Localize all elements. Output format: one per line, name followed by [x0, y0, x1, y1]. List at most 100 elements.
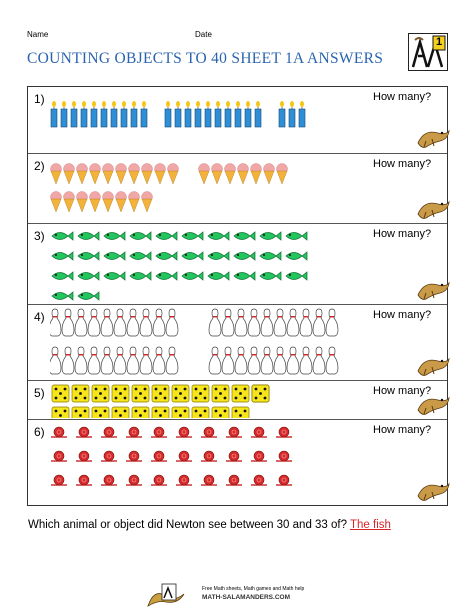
ice-cream-cone-item: [276, 163, 288, 185]
die-item: [231, 384, 250, 403]
how-many-label: How many?: [373, 309, 432, 321]
snail-item: [201, 474, 217, 486]
fish-item: [207, 251, 230, 261]
fish-item: [155, 231, 178, 241]
bowling-pin-item: [87, 308, 101, 337]
question-number: 3): [34, 229, 45, 243]
bowling-pin-item: [234, 346, 248, 375]
die-item: [91, 384, 110, 403]
bowling-pin-item: [165, 346, 179, 375]
snail-item: [126, 426, 142, 438]
candle-item: [50, 101, 58, 128]
bowling-pin-item: [273, 308, 287, 337]
fish-item: [285, 271, 308, 281]
fish-item: [259, 231, 282, 241]
ice-cream-cone-item: [128, 163, 140, 185]
snail-item: [51, 474, 67, 486]
snail-item: [226, 474, 242, 486]
bowling-pin-item: [208, 346, 222, 375]
footer-site: MATH-SALAMANDERS.COM: [202, 594, 290, 601]
question-row: 2) How many?: [28, 153, 450, 223]
ice-cream-cone-item: [76, 191, 88, 213]
fish-item: [233, 271, 256, 281]
die-item: [251, 384, 270, 403]
fish-item: [103, 231, 126, 241]
fish-item: [77, 251, 100, 261]
ice-cream-cone-item: [237, 163, 249, 185]
ice-cream-cone-item: [115, 191, 127, 213]
snail-item: [251, 450, 267, 462]
bowling-pin-item: [247, 308, 261, 337]
fish-item: [77, 231, 100, 241]
die-item: [131, 384, 150, 403]
fish-item: [181, 271, 204, 281]
question-number: 6): [34, 425, 45, 439]
ice-cream-cone-item: [141, 191, 153, 213]
fish-item: [51, 231, 74, 241]
snail-item: [176, 450, 192, 462]
ice-cream-cone-item: [128, 191, 140, 213]
final-question: Which animal or object did Newton see be…: [28, 519, 391, 531]
question-row: 3) How many?: [28, 223, 450, 304]
fish-item: [51, 291, 74, 301]
snail-item: [201, 426, 217, 438]
candle-item: [244, 101, 252, 128]
salamander-icon: [417, 200, 450, 219]
die-item: [231, 406, 250, 418]
candle-item: [234, 101, 242, 128]
question-row: 4) How many?: [28, 304, 450, 380]
fish-item: [129, 231, 152, 241]
ice-cream-cone-item: [89, 163, 101, 185]
candle-item: [164, 101, 172, 128]
candle-group: [50, 101, 306, 128]
question-row: 5) How many?: [28, 380, 450, 419]
fish-item: [181, 231, 204, 241]
fish-item: [233, 251, 256, 261]
fish-group: [51, 231, 308, 301]
ice-cream-cone-item: [141, 163, 153, 185]
fish-item: [259, 271, 282, 281]
bowling-pin-item: [221, 308, 235, 337]
bowling-pin-item: [299, 308, 313, 337]
snail-group: [51, 426, 292, 486]
final-answer: The fish: [350, 519, 391, 531]
ice-cream-cone-item: [198, 163, 210, 185]
bowling-pin-item: [247, 346, 261, 375]
final-question-text: Which animal or object did Newton see be…: [28, 519, 348, 531]
candle-item: [278, 101, 286, 128]
snail-item: [201, 450, 217, 462]
fish-item: [207, 231, 230, 241]
ice-cream-cone-item: [263, 163, 275, 185]
date-label: Date: [195, 30, 212, 39]
question-row: 1) How many?: [28, 87, 450, 153]
salamander-icon: [417, 357, 450, 376]
die-group: [51, 384, 270, 418]
die-item: [191, 406, 210, 418]
fish-item: [285, 251, 308, 261]
snail-item: [276, 426, 292, 438]
question-number: 5): [34, 386, 45, 400]
bowling-pin-item: [325, 346, 339, 375]
snail-item: [151, 474, 167, 486]
bowling-pin-item: [299, 346, 313, 375]
die-item: [191, 384, 210, 403]
candle-item: [70, 101, 78, 128]
bowling-pin-group: [50, 308, 339, 375]
question-number: 4): [34, 310, 45, 324]
ice-cream-cone-item: [76, 163, 88, 185]
ice-cream-cone-item: [102, 163, 114, 185]
candle-item: [100, 101, 108, 128]
bowling-pin-item: [152, 308, 166, 337]
fish-item: [103, 251, 126, 261]
salamander-icon: [417, 129, 450, 148]
how-many-label: How many?: [373, 228, 432, 240]
candle-item: [298, 101, 306, 128]
bowling-pin-item: [165, 308, 179, 337]
snail-item: [126, 474, 142, 486]
salamander-icon: [417, 482, 450, 501]
candle-item: [140, 101, 148, 128]
question-row: 6) How many?: [28, 419, 450, 505]
die-item: [211, 406, 230, 418]
fish-item: [285, 231, 308, 241]
die-item: [51, 406, 70, 418]
